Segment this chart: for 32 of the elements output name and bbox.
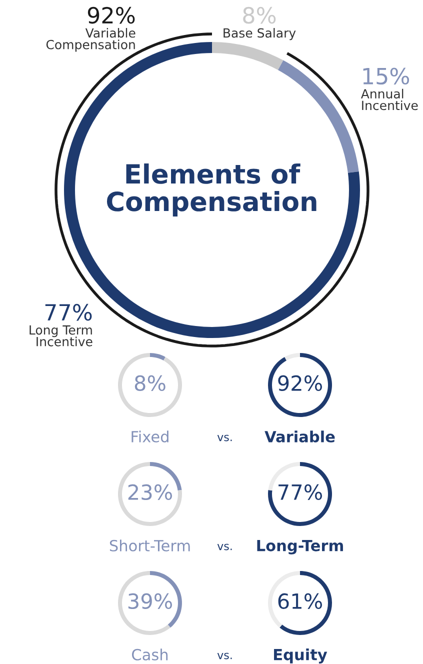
- data-label: 61%: [278, 593, 322, 610]
- text: 92%: [88, 6, 135, 24]
- donut-slice: [268, 462, 332, 526]
- text: vs.: [217, 652, 232, 660]
- text: vs.: [217, 544, 232, 550]
- data-label: 92%: [278, 375, 322, 392]
- donut-slice: [118, 571, 170, 635]
- text: Long-Term: [257, 540, 343, 554]
- text: Cash: [132, 648, 168, 660]
- donut-slice: [118, 353, 182, 417]
- data-label: 77%: [45, 304, 92, 321]
- slice-label: Long Term Incentive: [30, 325, 92, 346]
- data-label: 39%: [128, 593, 172, 610]
- text: Fixed: [132, 430, 168, 442]
- text: Short-Term: [110, 540, 190, 552]
- donut-slice: [212, 42, 284, 70]
- text: Variable Compensation: [46, 28, 136, 52]
- donut-slice: [268, 353, 332, 417]
- donut-slice: [118, 462, 182, 526]
- text: vs.: [217, 434, 232, 442]
- donut-slice: [284, 353, 300, 360]
- donut-slice: [280, 571, 332, 635]
- text: Elements of Compensation: [106, 163, 316, 217]
- donut-slice: [150, 353, 166, 360]
- data-label: 8%: [134, 375, 166, 392]
- slice-label: Annual Incentive: [360, 88, 418, 110]
- data-label: 23%: [128, 484, 172, 500]
- data-label: 77%: [278, 484, 322, 500]
- text: Equity: [274, 648, 328, 664]
- slice-label: Base Salary: [224, 28, 296, 40]
- data-label: 15%: [363, 68, 410, 85]
- text: Variable: [264, 430, 335, 442]
